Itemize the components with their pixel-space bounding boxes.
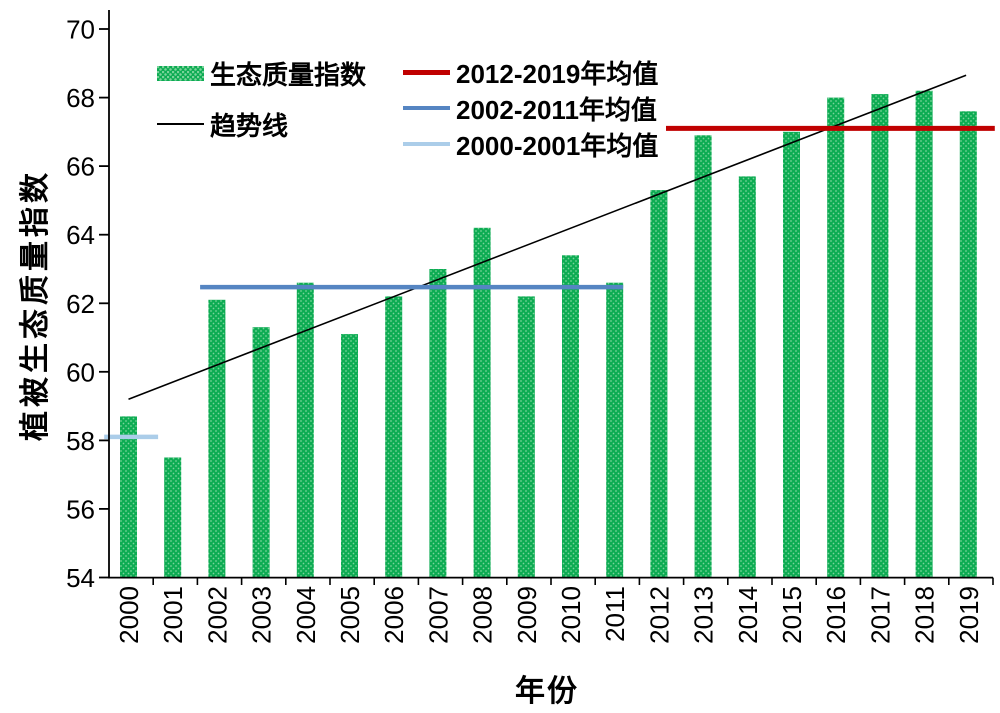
bar-2012 <box>650 190 668 578</box>
x-axis-title: 年份 <box>515 675 579 708</box>
x-tick-label-2016: 2016 <box>821 586 851 644</box>
mean-2012-2019-label: 2012-2019年均值 <box>456 58 659 89</box>
legend-item-bar-series: 生态质量指数 <box>157 57 367 90</box>
bar-2016 <box>827 97 845 578</box>
x-tick-label-2006: 2006 <box>379 586 409 644</box>
y-tick-label-70: 70 <box>66 15 95 45</box>
mean-2000-2001-swatch <box>403 141 450 147</box>
legend-item-mean-2000-2001: 2000-2001年均值 <box>403 126 658 162</box>
x-tick-label-2009: 2009 <box>512 586 542 644</box>
bar-2010 <box>562 255 579 578</box>
y-tick-label-56: 56 <box>66 494 95 524</box>
bar-2003 <box>252 327 270 578</box>
trend-line-swatch <box>157 123 204 125</box>
mean-2002-2011-label: 2002-2011年均值 <box>456 94 657 125</box>
bar-2011 <box>606 282 624 578</box>
trend-line-label: 趋势线 <box>210 110 289 141</box>
legend-left-column: 生态质量指数 趋势线 <box>157 57 367 141</box>
x-tick-label-2003: 2003 <box>247 586 277 644</box>
y-tick-label-60: 60 <box>66 357 95 387</box>
y-tick-label-66: 66 <box>66 152 95 182</box>
bar-2014 <box>738 176 756 578</box>
x-tick-label-2019: 2019 <box>954 586 984 644</box>
legend-item-mean-2002-2011: 2002-2011年均值 <box>403 90 658 126</box>
bar-2008 <box>473 227 491 578</box>
bar-2009 <box>517 296 535 578</box>
mean-2002-2011-swatch <box>403 105 450 111</box>
bar-2001 <box>164 457 182 578</box>
mean-2012-2019-swatch <box>403 69 450 75</box>
y-axis-title: 植被生态质量指数 <box>19 169 52 441</box>
x-tick-label-2017: 2017 <box>865 586 895 644</box>
bar-series-swatch <box>157 65 204 81</box>
bar-2018 <box>915 90 933 578</box>
y-tick-label-62: 62 <box>66 289 95 319</box>
x-tick-label-2005: 2005 <box>335 586 365 644</box>
x-tick-label-2015: 2015 <box>777 586 807 644</box>
bar-2013 <box>694 135 712 578</box>
bar-2006 <box>385 296 403 578</box>
x-tick-label-2012: 2012 <box>644 586 674 644</box>
x-tick-label-2001: 2001 <box>158 586 188 644</box>
bar-2015 <box>783 131 800 578</box>
x-tick-label-2011: 2011 <box>600 586 630 642</box>
x-tick-label-2018: 2018 <box>910 586 940 644</box>
legend-item-trend-line: 趋势线 <box>157 108 366 141</box>
x-tick-label-2007: 2007 <box>423 586 453 644</box>
legend-item-mean-2012-2019: 2012-2019年均值 <box>403 54 658 90</box>
bar-series-label: 生态质量指数 <box>210 59 367 90</box>
bar-2019 <box>959 111 977 578</box>
bar-2007 <box>429 269 447 578</box>
x-tick-label-2010: 2010 <box>556 586 586 644</box>
x-tick-label-2014: 2014 <box>733 586 763 644</box>
x-tick-label-2002: 2002 <box>202 586 232 644</box>
bar-2005 <box>341 334 358 578</box>
bar-2000 <box>120 416 137 578</box>
y-tick-label-54: 54 <box>66 563 95 593</box>
x-tick-label-2013: 2013 <box>689 586 719 644</box>
y-tick-label-64: 64 <box>66 220 95 250</box>
y-tick-label-58: 58 <box>66 426 95 456</box>
bar-2017 <box>871 94 889 578</box>
mean-2000-2001-label: 2000-2001年均值 <box>456 130 659 161</box>
legend-right-column: 2012-2019年均值 2002-2011年均值 2000-2001年均值 <box>403 54 658 162</box>
x-tick-label-2008: 2008 <box>468 586 498 644</box>
bar-2004 <box>296 282 314 578</box>
bar-2002 <box>208 299 226 578</box>
y-tick-label-68: 68 <box>66 83 95 113</box>
x-tick-label-2004: 2004 <box>291 586 321 644</box>
x-tick-label-2000: 2000 <box>114 586 144 644</box>
